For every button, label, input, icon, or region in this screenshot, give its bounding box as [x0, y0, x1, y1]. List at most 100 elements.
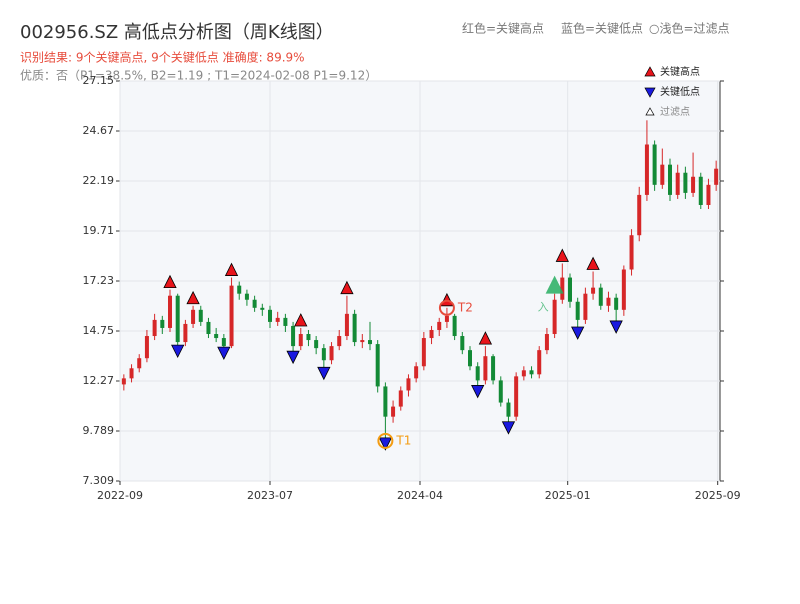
candle-body — [652, 144, 657, 185]
y-tick-label: 14.75 — [83, 324, 115, 337]
candle-body — [421, 338, 426, 367]
key-low-marker — [501, 421, 516, 435]
candle-body — [398, 390, 403, 407]
candle-body — [614, 297, 619, 310]
legend-label: 关键低点 — [660, 85, 700, 98]
y-tick-label: 17.23 — [83, 274, 115, 287]
candle-body — [414, 366, 419, 379]
candle-body — [437, 321, 442, 330]
y-tick-label: 12.27 — [83, 374, 115, 387]
candle-body — [583, 293, 588, 320]
candle-body — [514, 376, 519, 417]
candle-body — [552, 299, 557, 335]
candle-body — [491, 356, 496, 381]
key-low-marker — [378, 437, 393, 451]
candle-body — [660, 164, 665, 185]
candle-body — [460, 336, 465, 351]
subtitle: 识别结果: 9个关键高点, 9个关键低点 准确度: 89.9% — [20, 50, 305, 65]
candle-body — [521, 370, 526, 377]
candle-body — [668, 164, 672, 195]
candle-body — [291, 325, 296, 347]
y-tick-label: 19.71 — [83, 224, 115, 237]
candle-body — [360, 340, 365, 343]
candle-body — [344, 313, 349, 337]
chart-title: 002956.SZ 高低点分析图（周K线图） — [20, 22, 334, 43]
candle-body — [229, 285, 234, 347]
top-legend: 红色=关键高点 — [462, 21, 544, 36]
candle-body — [644, 144, 649, 195]
candle-body — [598, 287, 603, 306]
candle-body — [198, 309, 203, 322]
candle-body — [283, 317, 288, 326]
candle-body — [329, 346, 334, 361]
candle-body — [191, 309, 196, 324]
candle-body — [352, 313, 357, 343]
x-tick-label: 2024-04 — [397, 489, 443, 502]
y-tick-label: 24.67 — [83, 124, 115, 137]
key-low-marker — [286, 350, 300, 365]
candle-body — [621, 269, 626, 310]
candle-body — [152, 319, 157, 337]
top-legend: ○浅色=过滤点 — [649, 22, 730, 36]
candle-body — [714, 168, 719, 185]
candle-body — [144, 336, 149, 359]
candle-body — [506, 402, 511, 417]
candle-body — [537, 350, 542, 375]
candle-body — [691, 176, 696, 193]
candle-body — [268, 309, 272, 322]
candle-body — [483, 356, 488, 381]
candle-body — [260, 307, 265, 310]
candle-body — [252, 299, 257, 308]
x-tick-label: 2025-01 — [545, 489, 591, 502]
y-tick-label: 7.309 — [83, 474, 115, 487]
candle-body — [591, 287, 596, 294]
key-low-marker — [471, 385, 485, 399]
candle-body — [468, 350, 472, 367]
y-tick-label: 27.15 — [83, 74, 115, 87]
key-low-marker — [217, 346, 231, 361]
candle-body — [391, 406, 396, 417]
entry-marker — [545, 275, 564, 294]
target-label: T1 — [395, 433, 411, 447]
key-high-marker — [163, 274, 177, 289]
candle-body — [221, 338, 226, 347]
candle-body — [129, 368, 134, 379]
candle-body — [529, 370, 534, 375]
x-tick-label: 2023-07 — [247, 489, 293, 502]
entry-label: 入 — [538, 301, 549, 314]
candle-body — [406, 378, 411, 391]
candle-body — [368, 340, 372, 345]
candle-body — [275, 317, 280, 322]
key-low-marker — [171, 344, 185, 359]
key-low-marker — [317, 366, 331, 381]
candle-body — [637, 194, 642, 236]
candle-body — [698, 176, 703, 205]
candle-body — [306, 334, 311, 341]
candle-body — [452, 315, 457, 337]
legend-label: 过滤点 — [660, 105, 690, 118]
legend-symbol — [644, 66, 656, 77]
candle-body — [375, 344, 380, 387]
top-legend: 蓝色=关键低点 — [561, 22, 643, 36]
candle-body — [175, 295, 180, 343]
key-high-marker — [186, 290, 200, 305]
candle-body — [121, 378, 126, 385]
candle-body — [314, 340, 319, 349]
key-high-marker — [586, 256, 600, 270]
candle-body — [706, 184, 711, 205]
target-marker — [438, 299, 455, 316]
candle-body — [383, 386, 388, 417]
candle-body — [298, 334, 303, 347]
key-high-marker — [440, 292, 454, 307]
candle-body — [137, 358, 142, 369]
candle-body — [568, 277, 572, 302]
y-tick-label: 22.19 — [83, 174, 115, 187]
candle-body — [498, 380, 503, 403]
candle-body — [629, 235, 634, 270]
key-high-marker — [294, 313, 308, 327]
candle-body — [321, 348, 326, 361]
candle-body — [606, 297, 611, 306]
key-low-marker — [571, 326, 585, 340]
key-high-marker — [555, 248, 569, 262]
